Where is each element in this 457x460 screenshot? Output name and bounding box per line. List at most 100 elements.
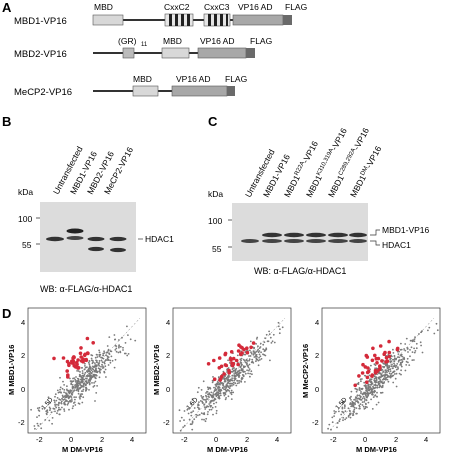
scatter-point bbox=[207, 388, 210, 391]
scatter-point bbox=[87, 361, 90, 364]
scatter-point bbox=[210, 394, 213, 397]
ytick-3-d: 4 bbox=[315, 318, 319, 327]
scatter-point bbox=[219, 394, 222, 397]
scatter-point bbox=[49, 409, 51, 411]
scatter-point bbox=[343, 404, 346, 407]
scatter-point bbox=[106, 359, 108, 361]
scatter-point bbox=[57, 408, 60, 411]
scatter-point bbox=[227, 389, 230, 392]
scatter-point bbox=[227, 386, 230, 388]
scatter-point bbox=[372, 396, 375, 398]
highlight-point bbox=[387, 354, 392, 359]
scatter-point bbox=[382, 370, 385, 373]
scatter-point bbox=[211, 406, 214, 409]
scatter-point bbox=[114, 358, 117, 361]
scatter-point bbox=[374, 394, 376, 397]
scatter-point bbox=[75, 385, 78, 388]
xtick-2-b: 0 bbox=[214, 435, 218, 444]
scatter-point bbox=[191, 420, 194, 423]
scatter-point bbox=[393, 365, 396, 368]
scatter-point bbox=[229, 385, 232, 388]
scatter-point bbox=[92, 361, 95, 363]
scatter-point bbox=[418, 333, 420, 335]
highlight-point bbox=[373, 353, 377, 358]
scatter-point bbox=[246, 369, 249, 372]
scatter-point bbox=[247, 372, 250, 375]
scatter-point bbox=[240, 380, 243, 382]
scatter-point bbox=[215, 394, 218, 397]
scatter-point bbox=[85, 377, 87, 380]
scatter-point bbox=[218, 376, 220, 378]
scatter-point bbox=[95, 359, 97, 362]
scatter-point bbox=[208, 403, 211, 405]
scatter-point bbox=[391, 363, 393, 366]
scatter-point bbox=[81, 376, 84, 379]
scatter-point bbox=[384, 378, 387, 381]
scatter-point bbox=[249, 340, 252, 343]
scatter-point bbox=[210, 408, 213, 411]
scatter-point bbox=[342, 419, 344, 422]
scatter-point bbox=[91, 370, 94, 373]
scatter-point bbox=[410, 346, 413, 349]
highlight-point bbox=[251, 341, 256, 345]
scatter-point bbox=[202, 413, 205, 415]
scatter-point bbox=[76, 387, 79, 389]
scatter-point bbox=[85, 388, 87, 390]
scatter-point bbox=[279, 328, 281, 331]
highlight-point bbox=[240, 346, 244, 350]
scatter-point bbox=[109, 350, 112, 353]
highlight-point bbox=[212, 358, 216, 363]
scatter-point bbox=[102, 357, 105, 360]
yaxis-label-1: M MBD1-VP16 bbox=[7, 345, 16, 395]
scatter-point bbox=[251, 373, 253, 376]
scatter-point bbox=[68, 391, 71, 394]
scatter-point bbox=[73, 396, 76, 398]
scatter-point bbox=[52, 407, 55, 410]
scatter-point bbox=[260, 351, 262, 354]
scatter-point bbox=[108, 336, 111, 338]
scatter-point bbox=[338, 420, 341, 423]
scatter-bulk-1 bbox=[30, 325, 137, 430]
ytick-1-c: 2 bbox=[21, 351, 25, 360]
highlight-point bbox=[82, 353, 87, 358]
scatter-point bbox=[85, 386, 87, 389]
scatter-point bbox=[243, 366, 246, 368]
scatter-point bbox=[358, 389, 361, 391]
scatter-point bbox=[61, 387, 64, 390]
scatter-point bbox=[380, 380, 383, 383]
scatter-point bbox=[76, 381, 79, 384]
scatter-point bbox=[359, 403, 362, 405]
scatter-point bbox=[53, 399, 56, 402]
scatter-point bbox=[226, 382, 229, 385]
scatter-point bbox=[103, 371, 106, 374]
highlight-point bbox=[373, 370, 378, 375]
scatter-point bbox=[71, 407, 74, 410]
scatter-point bbox=[225, 397, 228, 399]
highlight-point bbox=[378, 344, 383, 348]
scatter-point bbox=[208, 408, 211, 411]
scatter-point bbox=[374, 386, 377, 389]
scatter-point bbox=[61, 397, 63, 400]
scatter-point bbox=[231, 371, 233, 373]
diagonal-line-3 bbox=[329, 317, 435, 431]
scatter-point bbox=[91, 359, 94, 362]
scatter-point bbox=[61, 406, 63, 409]
scatter-point bbox=[248, 369, 250, 372]
construct-bar-mbd2 bbox=[93, 47, 255, 59]
scatter-point bbox=[68, 395, 71, 398]
scatter-point bbox=[74, 384, 76, 386]
scatter-point bbox=[208, 396, 211, 398]
highlight-point bbox=[85, 336, 90, 341]
scatter-point bbox=[393, 355, 396, 357]
scatter-point bbox=[365, 399, 368, 402]
scatter-point bbox=[385, 369, 387, 371]
scatter-point bbox=[225, 389, 228, 392]
scatter-point bbox=[118, 346, 120, 349]
scatter-point bbox=[50, 411, 53, 414]
scatter-point bbox=[270, 342, 273, 344]
scatter-point bbox=[230, 391, 233, 394]
scatter-point bbox=[229, 380, 231, 383]
scatter-point bbox=[218, 392, 221, 395]
scatter-point bbox=[342, 411, 345, 414]
